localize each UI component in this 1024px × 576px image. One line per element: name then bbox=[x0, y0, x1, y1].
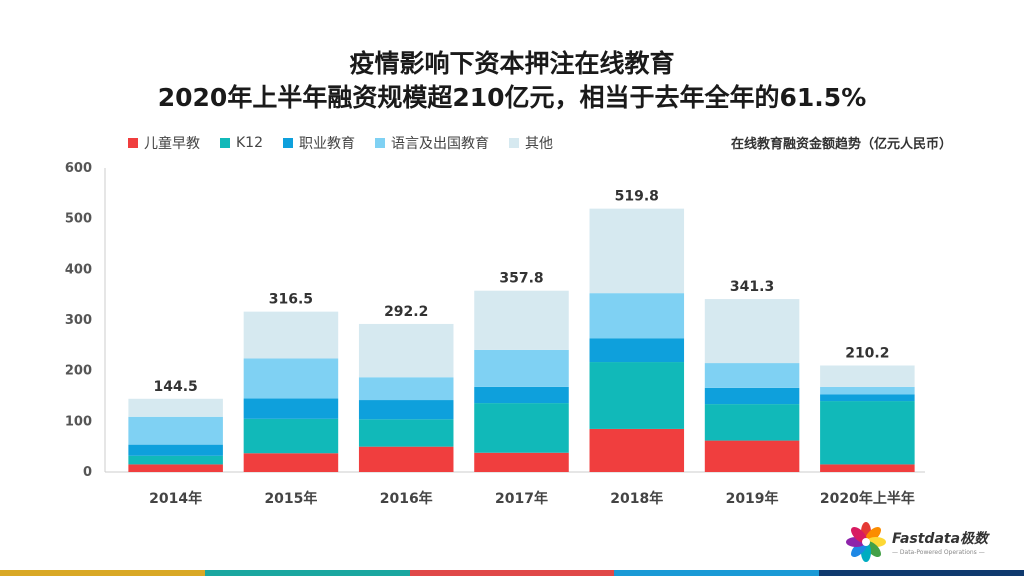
bottom-bar-segment bbox=[204, 570, 410, 576]
x-tick-label: 2018年 bbox=[610, 490, 663, 507]
legend-label: K12 bbox=[236, 135, 263, 151]
bar-segment bbox=[589, 362, 685, 429]
legend-swatch bbox=[375, 138, 385, 148]
bar-segment bbox=[358, 323, 454, 378]
brand-name: Fastdata极数 bbox=[892, 531, 989, 547]
total-label: 519.8 bbox=[615, 189, 659, 205]
legend-swatch bbox=[283, 138, 293, 148]
x-tick-label: 2017年 bbox=[495, 490, 548, 507]
y-tick-label: 200 bbox=[65, 364, 92, 379]
bar-segment bbox=[589, 293, 685, 339]
legend-label: 其他 bbox=[525, 136, 553, 152]
bar-segment bbox=[128, 398, 223, 417]
total-label: 144.5 bbox=[153, 379, 197, 395]
bar-segment bbox=[358, 419, 454, 447]
x-tick-label: 2020年上半年 bbox=[820, 490, 915, 507]
y-tick-label: 0 bbox=[83, 465, 92, 480]
bar-segment bbox=[820, 394, 915, 402]
bar-segment bbox=[358, 446, 454, 472]
bar-segment bbox=[243, 398, 339, 419]
bar-segment bbox=[128, 464, 223, 472]
legend-item: K12 bbox=[220, 135, 263, 151]
bottom-color-bar bbox=[0, 570, 1024, 576]
total-label: 292.2 bbox=[384, 304, 428, 320]
brand-tagline: — Data-Powered Operations — bbox=[892, 549, 985, 556]
total-label: 316.5 bbox=[269, 292, 313, 308]
chart-title-line1: 疫情影响下资本押注在线教育 bbox=[349, 49, 675, 78]
bottom-bar-segment bbox=[614, 570, 820, 576]
bar-segment bbox=[589, 338, 685, 363]
bar-segment bbox=[243, 358, 339, 399]
unit-label: 在线教育融资金额趋势（亿元人民币） bbox=[730, 137, 952, 152]
bar-segment bbox=[589, 208, 685, 294]
bar-segment bbox=[704, 387, 800, 405]
bar-segment bbox=[704, 440, 800, 472]
brand-logo: Fastdata极数 — Data-Powered Operations — bbox=[846, 522, 988, 562]
total-label: 210.2 bbox=[845, 345, 889, 361]
y-tick-label: 100 bbox=[65, 414, 92, 429]
legend-label: 职业教育 bbox=[299, 136, 355, 152]
total-label: 341.3 bbox=[730, 279, 774, 295]
bar-segment bbox=[820, 386, 915, 395]
bottom-bar-segment bbox=[0, 570, 205, 576]
bar-segment bbox=[820, 464, 915, 472]
legend-item: 语言及出国教育 bbox=[375, 133, 489, 153]
legend-item: 儿童早教 bbox=[128, 133, 200, 153]
bar-segment bbox=[474, 403, 569, 453]
legend-swatch bbox=[128, 138, 138, 148]
bottom-bar-segment bbox=[819, 570, 1024, 576]
bar-segment bbox=[243, 453, 339, 472]
bar-segment bbox=[243, 311, 339, 359]
x-tick-label: 2014年 bbox=[149, 490, 202, 507]
legend-label: 语言及出国教育 bbox=[391, 136, 489, 152]
bar-segment bbox=[589, 428, 685, 472]
flower-logo-icon bbox=[846, 522, 886, 562]
y-tick-label: 600 bbox=[65, 161, 92, 176]
bar-segment bbox=[704, 299, 800, 364]
bar-segment bbox=[358, 400, 454, 420]
bar-segment bbox=[820, 365, 915, 387]
chart-title-line2: 2020年上半年融资规模超210亿元，相当于去年全年的61.5% bbox=[157, 83, 867, 112]
x-tick-label: 2015年 bbox=[264, 490, 317, 507]
bar-segment bbox=[704, 404, 800, 441]
legend: 儿童早教 K12 职业教育 语言及出国教育 其他 bbox=[128, 133, 573, 153]
bar-segment bbox=[128, 455, 223, 465]
bar-segment bbox=[358, 377, 454, 401]
bar-segment bbox=[474, 386, 569, 404]
bar-segment bbox=[128, 416, 223, 445]
x-tick-label: 2016年 bbox=[380, 490, 433, 507]
y-tick-label: 500 bbox=[65, 212, 92, 227]
bar-segment bbox=[474, 349, 569, 387]
bar-segment bbox=[820, 401, 915, 465]
y-tick-label: 400 bbox=[65, 262, 92, 277]
legend-item: 职业教育 bbox=[283, 133, 355, 153]
bar-segment bbox=[243, 418, 339, 454]
legend-swatch bbox=[220, 138, 230, 148]
legend-swatch bbox=[509, 138, 519, 148]
bar-segment bbox=[704, 363, 800, 388]
bar-segment bbox=[474, 452, 569, 472]
bar-segment bbox=[474, 290, 569, 350]
bar-segment bbox=[128, 444, 223, 456]
bottom-bar-segment bbox=[409, 570, 615, 576]
x-tick-label: 2019年 bbox=[726, 490, 779, 507]
legend-item: 其他 bbox=[509, 133, 553, 153]
y-tick-label: 300 bbox=[65, 313, 92, 328]
legend-label: 儿童早教 bbox=[144, 136, 200, 152]
total-label: 357.8 bbox=[499, 271, 543, 287]
